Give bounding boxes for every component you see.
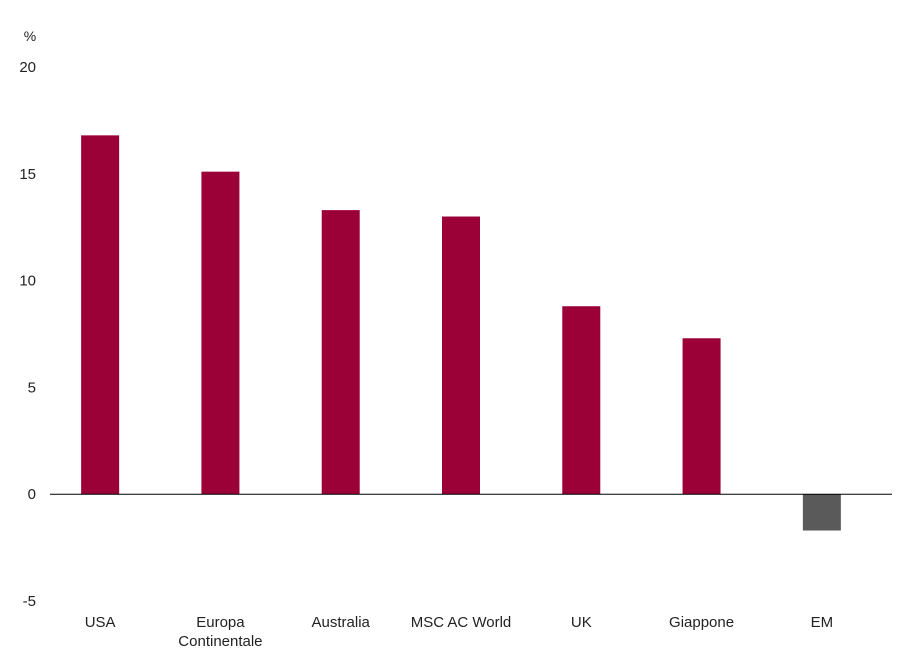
x-category-label-line: USA: [85, 614, 116, 631]
x-category-label-line: MSC AC World: [411, 614, 512, 631]
y-tick-label: 20: [19, 59, 36, 76]
y-axis-unit-label: %: [24, 28, 36, 44]
x-category-label: USA: [85, 614, 116, 631]
x-category-label-line: Europa: [196, 614, 245, 631]
x-category-label-line: Australia: [312, 614, 371, 631]
y-tick-label: 0: [28, 486, 36, 503]
x-category-label: Europa Continentale: [178, 614, 262, 650]
bar-usa: [81, 135, 120, 495]
bars-group: [81, 135, 841, 531]
x-category-label: MSC AC World: [411, 614, 512, 631]
bar-giappone: [682, 338, 721, 495]
y-axis-ticks: 20 15 10 5 0 -5: [19, 59, 36, 610]
x-category-label-line: Giappone: [669, 614, 734, 631]
x-category-label-line: UK: [571, 614, 592, 631]
bar-msc-ac-world: [442, 216, 480, 495]
x-category-label-line: EM: [811, 614, 834, 631]
x-category-label: EM: [811, 614, 834, 631]
y-tick-label: -5: [23, 593, 36, 610]
bar-australia: [321, 210, 360, 495]
y-tick-label: 15: [19, 166, 36, 183]
bar-europa-continentale: [201, 171, 240, 495]
y-tick-label: 5: [28, 379, 36, 396]
x-category-label: Australia: [312, 614, 371, 631]
x-category-label: Giappone: [669, 614, 734, 631]
y-tick-label: 10: [19, 273, 36, 290]
x-category-label: UK: [571, 614, 592, 631]
x-category-label-line: Continentale: [178, 633, 262, 650]
x-axis-labels: USA Europa Continentale Australia MSC AC Wor…: [85, 614, 833, 650]
bar-em: [802, 494, 841, 531]
bar-uk: [562, 306, 601, 495]
